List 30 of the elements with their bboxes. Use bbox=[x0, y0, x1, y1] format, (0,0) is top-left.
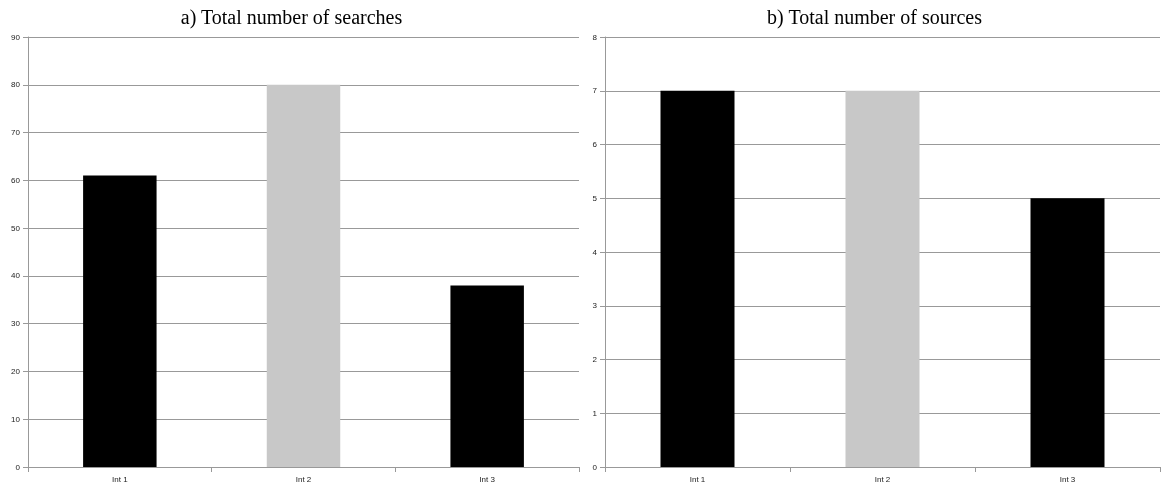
y-tick-label: 90 bbox=[11, 32, 21, 42]
chart-title: a) Total number of searches bbox=[180, 6, 403, 29]
y-tick-label: 5 bbox=[592, 193, 598, 203]
x-tick-label: Int 3 bbox=[479, 474, 496, 484]
y-tick-label: 10 bbox=[11, 414, 21, 424]
bar bbox=[450, 285, 524, 467]
x-tick-label: Int 1 bbox=[112, 474, 129, 484]
y-tick-label: 4 bbox=[592, 247, 598, 257]
y-tick-label: 20 bbox=[11, 366, 21, 376]
y-tick-label: 2 bbox=[592, 355, 598, 364]
y-tick-label: 6 bbox=[592, 140, 598, 149]
y-tick-label: 8 bbox=[592, 32, 598, 42]
chart-title: b) Total number of sources bbox=[767, 6, 983, 29]
y-tick-label: 70 bbox=[11, 128, 21, 138]
x-tick-label: Int 3 bbox=[1059, 474, 1076, 484]
y-tick-label: 30 bbox=[11, 319, 21, 329]
x-tick-label: Int 2 bbox=[295, 474, 312, 484]
bar bbox=[83, 175, 157, 467]
y-tick-label: 3 bbox=[592, 301, 598, 311]
bar bbox=[266, 84, 341, 467]
x-tick-label: Int 2 bbox=[874, 474, 891, 484]
y-tick-label: 40 bbox=[11, 271, 21, 281]
y-tick-label: 7 bbox=[592, 86, 598, 96]
y-tick-label: 0 bbox=[15, 462, 21, 472]
y-tick-label: 1 bbox=[592, 408, 598, 418]
x-tick-label: Int 1 bbox=[689, 474, 706, 484]
y-tick-label: 80 bbox=[11, 80, 21, 90]
y-tick-label: 60 bbox=[11, 175, 21, 185]
y-tick-label: 0 bbox=[592, 462, 598, 472]
y-tick-label: 50 bbox=[11, 223, 21, 233]
